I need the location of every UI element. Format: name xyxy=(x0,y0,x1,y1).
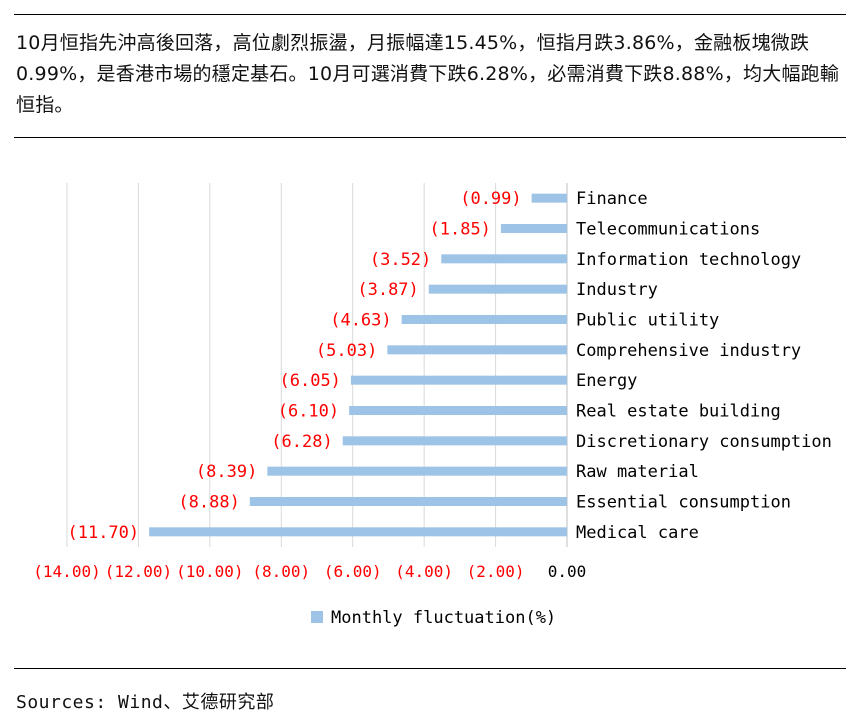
data-label: (6.10) xyxy=(278,402,339,422)
data-label: (3.87) xyxy=(357,280,418,300)
category-label: Public utility xyxy=(576,311,719,331)
data-label: (6.05) xyxy=(280,371,341,391)
category-label: Finance xyxy=(576,189,648,209)
legend-label: Monthly fluctuation(%) xyxy=(331,608,556,628)
data-label: (6.28) xyxy=(271,432,332,452)
category-label: Industry xyxy=(576,280,658,300)
category-label: Comprehensive industry xyxy=(576,341,801,361)
x-tick-label: (4.00) xyxy=(395,562,453,581)
bars xyxy=(149,193,567,537)
bar xyxy=(531,193,567,203)
x-tick-label: (8.00) xyxy=(252,562,310,581)
bar xyxy=(350,375,567,385)
bar-chart: (0.99) (1.85) (3.52) (3.87) (4.63) (5.03) (6.0… xyxy=(33,183,832,628)
source-note: Sources: Wind、艾德研究部 xyxy=(16,692,275,713)
x-axis-ticks: (14.00) (12.00) (10.00) (8.00) (6.00) (4.00) (… xyxy=(33,562,586,581)
x-tick-label: (6.00) xyxy=(324,562,382,581)
category-labels: Finance Telecommunications Information tec… xyxy=(576,189,832,543)
category-label: Raw material xyxy=(576,462,699,482)
data-label: (4.63) xyxy=(330,311,391,331)
data-label: (8.88) xyxy=(178,493,239,513)
data-label: (8.39) xyxy=(196,462,257,482)
category-label: Information technology xyxy=(576,250,801,270)
legend-swatch xyxy=(311,611,323,623)
bar xyxy=(249,497,567,506)
data-label: (11.70) xyxy=(67,523,139,543)
header-divider xyxy=(14,137,846,138)
data-label: (3.52) xyxy=(370,250,431,270)
data-label: (0.99) xyxy=(460,189,521,209)
bar xyxy=(441,254,567,264)
footer-divider xyxy=(14,668,846,669)
category-label: Real estate building xyxy=(576,402,781,422)
x-tick-label: (14.00) xyxy=(33,562,100,581)
category-label: Essential consumption xyxy=(576,493,791,513)
data-labels: (0.99) (1.85) (3.52) (3.87) (4.63) (5.03) (6.0… xyxy=(67,189,521,543)
bar xyxy=(500,224,567,233)
category-label: Energy xyxy=(576,371,637,391)
bar xyxy=(342,436,567,446)
intro-paragraph: 10月恒指先沖高後回落，高位劇烈振盪，月振幅達15.45%，恒指月跌3.86%，… xyxy=(16,32,840,116)
category-label: Telecommunications xyxy=(576,220,760,240)
bar xyxy=(401,315,567,324)
x-tick-label: (2.00) xyxy=(467,562,525,581)
bar xyxy=(387,345,567,355)
data-label: (5.03) xyxy=(316,341,377,361)
bar xyxy=(349,406,567,415)
x-tick-label: (10.00) xyxy=(176,562,243,581)
category-label: Discretionary consumption xyxy=(576,432,832,452)
bar xyxy=(149,527,567,537)
bar xyxy=(428,284,567,294)
legend[interactable]: Monthly fluctuation(%) xyxy=(311,608,556,628)
gridlines xyxy=(66,183,568,547)
bar xyxy=(267,466,567,476)
data-label: (1.85) xyxy=(430,220,491,240)
x-tick-label: 0.00 xyxy=(548,562,587,581)
x-tick-label: (12.00) xyxy=(105,562,172,581)
category-label: Medical care xyxy=(576,523,699,543)
top-rule xyxy=(14,14,846,15)
